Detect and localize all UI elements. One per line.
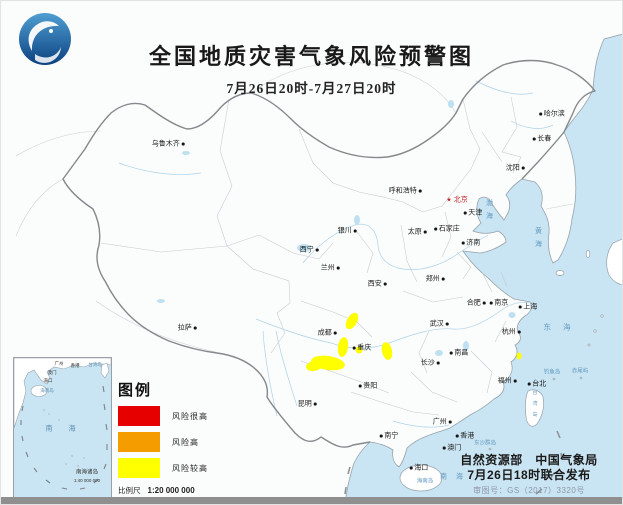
inset-map-south-china-sea: 广州 香港澳门海口海南岛 台湾岛南 海南海诸岛 1:40 000 000 bbox=[13, 357, 112, 499]
inset-label-澳门: 澳门 bbox=[47, 369, 57, 375]
scale-value: 1:20 000 000 bbox=[147, 486, 195, 495]
inset-label-南海诸岛: 南海诸岛 bbox=[75, 469, 99, 476]
risk-area bbox=[345, 312, 359, 330]
legend-swatch-yellow bbox=[118, 458, 160, 478]
inset-label-台湾岛: 台湾岛 bbox=[88, 361, 102, 367]
page-title: 全国地质灾害气象风险预警图 bbox=[148, 44, 474, 69]
inset-coast bbox=[14, 358, 111, 429]
legend-label: 风险较高 bbox=[172, 463, 208, 473]
inset-map-art bbox=[14, 358, 111, 498]
legend-row-high: 风险高 bbox=[118, 432, 208, 452]
attribution-block: 自然资源部 中国气象局 7月26日18时联合发布 审图号：GS（2017）332… bbox=[436, 453, 622, 496]
scale-row: 比例尺 1:20 000 000 bbox=[118, 485, 208, 496]
cma-logo-icon bbox=[19, 13, 71, 65]
ocean bbox=[344, 33, 622, 504]
province-borders bbox=[100, 96, 522, 416]
risk-area bbox=[516, 352, 522, 360]
issue-time: 7月26日18时联合发布 bbox=[467, 468, 591, 482]
legend-label: 风险很高 bbox=[172, 411, 208, 421]
inset-label-海口: 海口 bbox=[43, 377, 53, 383]
map-legend: 图例 风险很高 风险高 风险较高 比例尺 1:20 000 000 bbox=[118, 379, 208, 496]
national-border bbox=[62, 59, 596, 448]
inset-islets bbox=[42, 408, 85, 467]
legend-row-very-high: 风险很高 bbox=[118, 406, 208, 426]
risk-area bbox=[381, 342, 393, 360]
inset-dash-line bbox=[20, 385, 108, 490]
window-edge-bar bbox=[1, 497, 622, 504]
map-approval-number: 审图号：GS（2017）3320号 bbox=[473, 486, 585, 495]
legend-row-relatively-high: 风险较高 bbox=[118, 458, 208, 478]
legend-label: 风险高 bbox=[172, 437, 199, 447]
islands bbox=[399, 238, 622, 492]
page-subtitle: 7月26日20时-7月27日20时 bbox=[226, 81, 397, 96]
rivers bbox=[118, 80, 554, 428]
lakes bbox=[157, 100, 516, 356]
legend-swatch-orange bbox=[118, 432, 160, 452]
risk-area bbox=[306, 360, 322, 372]
risk-area bbox=[355, 346, 363, 354]
inset-label-南 海: 南 海 bbox=[45, 425, 83, 433]
dash-line-segments bbox=[344, 430, 563, 495]
risk-area-layer bbox=[306, 312, 522, 372]
legend-heading: 图例 bbox=[118, 383, 153, 399]
foreign-borders bbox=[15, 62, 574, 353]
risk-area bbox=[337, 337, 349, 357]
inset-label-香港: 香港 bbox=[70, 362, 80, 368]
scale-label: 比例尺 bbox=[118, 486, 141, 495]
inset-label-广州: 广州 bbox=[54, 360, 64, 366]
inset-label-layer: 广州 香港澳门海口海南岛 台湾岛南 海南海诸岛 1:40 000 000 bbox=[14, 358, 111, 498]
title-block: 全国地质灾害气象风险预警图 7月26日20时-7月27日20时 bbox=[1, 39, 622, 97]
inset-label-1:40 000 000: 1:40 000 000 bbox=[73, 477, 101, 483]
legend-swatch-red bbox=[118, 406, 160, 426]
issuing-agencies: 自然资源部 中国气象局 bbox=[460, 453, 598, 467]
inset-label-海南岛: 海南岛 bbox=[40, 387, 54, 393]
